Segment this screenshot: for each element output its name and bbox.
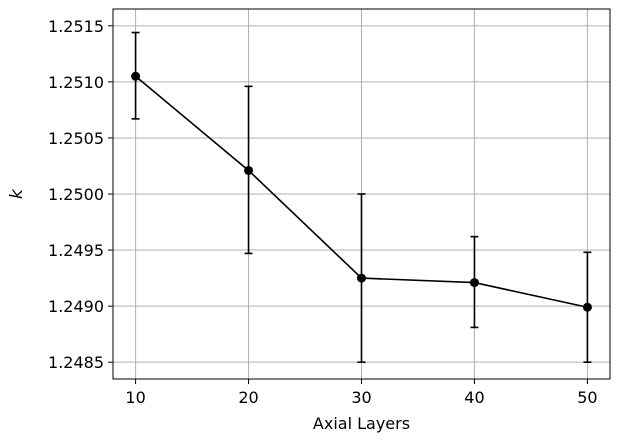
y-tick-label: 1.2495 [48, 241, 104, 260]
y-tick-label: 1.2505 [48, 129, 104, 148]
data-point [131, 71, 141, 81]
data-point [469, 278, 479, 288]
x-tick-label: 10 [125, 388, 145, 407]
data-point [244, 165, 254, 175]
axis-ticks: 10 20 30 40 50 1.2485 1.2490 1.2495 1.2500 1.2505… [48, 17, 598, 407]
x-tick-label: 50 [577, 388, 597, 407]
x-axis-label: Axial Layers [313, 414, 410, 433]
data-point [357, 273, 366, 283]
y-tick-label: 1.2485 [48, 353, 104, 372]
y-tick-label: 1.2510 [48, 73, 104, 92]
y-tick-label: 1.2500 [48, 185, 104, 204]
data-point [582, 302, 592, 312]
x-tick-label: 20 [238, 388, 258, 407]
y-tick-label: 1.2515 [48, 17, 104, 36]
x-tick-label: 30 [351, 388, 371, 407]
y-tick-label: 1.2490 [48, 297, 104, 316]
x-tick-label: 40 [464, 388, 484, 407]
y-axis-label: k [7, 188, 27, 199]
plot-series [131, 31, 592, 363]
